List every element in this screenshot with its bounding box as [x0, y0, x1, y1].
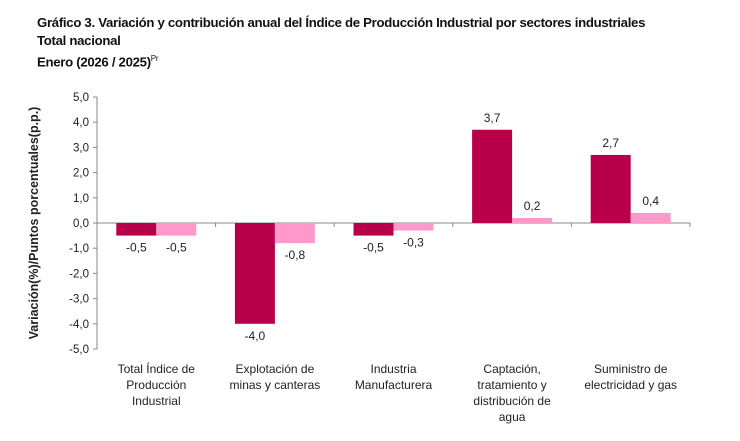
category-label: Explotación de	[236, 362, 315, 376]
y-tick-label: -3,0	[69, 294, 89, 306]
category-label: Manufacturera	[355, 378, 433, 392]
bar	[234, 223, 275, 324]
chart-titles: Gráfico 3. Variación y contribución anua…	[37, 14, 645, 71]
bar	[116, 223, 157, 236]
category-label: Total Índice de	[118, 361, 196, 376]
y-tick-label: 0,0	[73, 218, 89, 230]
chart-subtitle: Total nacional	[37, 33, 121, 48]
data-label: 0,2	[524, 199, 541, 213]
y-tick-label: -2,0	[69, 268, 89, 280]
bar	[512, 217, 553, 223]
chart-title: Gráfico 3. Variación y contribución anua…	[37, 15, 646, 30]
category-label: Producción	[126, 378, 186, 392]
y-axis-title: Variación(%)/Puntos porcentuales(p.p.)	[27, 107, 41, 340]
category-label: Captación,	[483, 362, 540, 376]
category-label: Industrial	[132, 394, 181, 408]
y-tick-label: -5,0	[69, 344, 89, 356]
category-label: Suministro de	[594, 362, 668, 376]
bar	[274, 223, 315, 244]
data-label: -0,5	[166, 241, 187, 255]
bar	[472, 129, 513, 223]
category-label: distribución de	[473, 394, 551, 408]
data-label: 2,7	[602, 136, 619, 150]
y-tick-label: 4,0	[73, 117, 89, 129]
period-text: Enero (2026 / 2025)	[37, 54, 151, 70]
data-label: 0,4	[642, 194, 659, 208]
data-label: -4,0	[245, 329, 266, 343]
bar	[393, 223, 434, 231]
data-label: -0,5	[126, 241, 147, 255]
bar	[630, 212, 671, 223]
y-tick-label: -4,0	[69, 319, 89, 331]
bar	[353, 223, 394, 236]
data-label: 3,7	[484, 111, 501, 125]
bar	[590, 154, 631, 223]
y-tick-label: 1,0	[73, 193, 89, 205]
period-superscript: Pr	[150, 54, 159, 63]
category-label: minas y canteras	[230, 378, 321, 392]
y-tick-label: 2,0	[73, 168, 89, 180]
y-tick-label: -1,0	[69, 243, 89, 255]
data-label: -0,8	[285, 248, 306, 262]
category-label: Industria	[370, 362, 416, 376]
category-label: tratamiento y	[477, 378, 546, 392]
y-tick-label: 3,0	[73, 142, 89, 154]
y-tick-label: 5,0	[73, 92, 89, 104]
bar	[156, 223, 197, 236]
category-label: agua	[499, 410, 526, 424]
data-label: -0,3	[403, 236, 424, 250]
data-label: -0,5	[363, 241, 384, 255]
category-label: electricidad y gas	[584, 378, 677, 392]
chart-period: Enero (2026 / 2025)Pr	[37, 50, 645, 71]
